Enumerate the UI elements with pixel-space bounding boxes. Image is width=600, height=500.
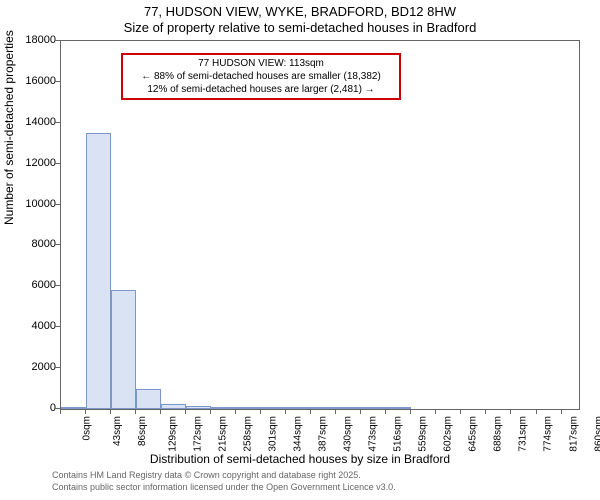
x-tick-label: 0sqm bbox=[81, 416, 92, 440]
chart-container: 77, HUDSON VIEW, WYKE, BRADFORD, BD12 8H… bbox=[0, 0, 600, 500]
x-tick-label: 215sqm bbox=[218, 416, 229, 452]
y-tick-label: 6000 bbox=[32, 279, 56, 291]
x-tick-mark bbox=[235, 409, 236, 414]
annotation-line-smaller: ← 88% of semi-detached houses are smalle… bbox=[127, 70, 395, 83]
x-tick-mark bbox=[561, 409, 562, 414]
histogram-bar bbox=[161, 404, 186, 409]
annotation-title: 77 HUDSON VIEW: 113sqm bbox=[127, 57, 395, 70]
x-tick-label: 516sqm bbox=[393, 416, 404, 452]
x-tick-label: 688sqm bbox=[493, 416, 504, 452]
y-axis-label: Number of semi-detached properties bbox=[2, 30, 16, 225]
x-tick-label: 731sqm bbox=[518, 416, 529, 452]
x-tick-mark bbox=[260, 409, 261, 414]
histogram-bar bbox=[336, 407, 361, 409]
x-tick-label: 860sqm bbox=[593, 416, 600, 452]
y-tick-label: 18000 bbox=[25, 34, 56, 46]
y-tick-label: 8000 bbox=[32, 238, 56, 250]
x-tick-mark bbox=[460, 409, 461, 414]
x-tick-mark bbox=[185, 409, 186, 414]
x-tick-mark bbox=[360, 409, 361, 414]
histogram-bar bbox=[61, 407, 86, 409]
x-tick-mark bbox=[160, 409, 161, 414]
y-tick-label: 2000 bbox=[32, 361, 56, 373]
x-tick-label: 172sqm bbox=[193, 416, 204, 452]
chart-title-main: 77, HUDSON VIEW, WYKE, BRADFORD, BD12 8H… bbox=[0, 4, 600, 19]
x-tick-label: 602sqm bbox=[443, 416, 454, 452]
annotation-line-larger: 12% of semi-detached houses are larger (… bbox=[127, 83, 395, 96]
credits-line-1: Contains HM Land Registry data © Crown c… bbox=[52, 470, 361, 480]
histogram-bar bbox=[136, 389, 161, 409]
x-tick-label: 473sqm bbox=[368, 416, 379, 452]
x-tick-mark bbox=[385, 409, 386, 414]
x-tick-label: 645sqm bbox=[468, 416, 479, 452]
y-tick-label: 10000 bbox=[25, 198, 56, 210]
y-tick-label: 14000 bbox=[25, 116, 56, 128]
histogram-bar bbox=[311, 407, 336, 409]
x-tick-mark bbox=[485, 409, 486, 414]
y-tick-label: 4000 bbox=[32, 320, 56, 332]
histogram-bar bbox=[361, 407, 386, 409]
x-tick-mark bbox=[85, 409, 86, 414]
x-tick-label: 559sqm bbox=[418, 416, 429, 452]
x-tick-label: 301sqm bbox=[268, 416, 279, 452]
annotation-box: 77 HUDSON VIEW: 113sqm ← 88% of semi-det… bbox=[121, 53, 401, 100]
plot-area: 77 HUDSON VIEW: 113sqm ← 88% of semi-det… bbox=[60, 40, 580, 410]
x-tick-label: 129sqm bbox=[168, 416, 179, 452]
histogram-bar bbox=[111, 290, 136, 409]
x-tick-mark bbox=[60, 409, 61, 414]
x-tick-mark bbox=[135, 409, 136, 414]
x-tick-label: 774sqm bbox=[543, 416, 554, 452]
credits-line-2: Contains public sector information licen… bbox=[52, 482, 396, 492]
x-tick-label: 43sqm bbox=[112, 416, 123, 446]
x-axis-label: Distribution of semi-detached houses by … bbox=[0, 452, 600, 466]
histogram-bar bbox=[286, 407, 311, 409]
x-tick-mark bbox=[210, 409, 211, 414]
x-tick-mark bbox=[310, 409, 311, 414]
histogram-bar bbox=[186, 406, 211, 409]
x-tick-mark bbox=[435, 409, 436, 414]
histogram-bar bbox=[261, 407, 286, 409]
x-tick-mark bbox=[110, 409, 111, 414]
x-tick-label: 817sqm bbox=[568, 416, 579, 452]
chart-title-sub: Size of property relative to semi-detach… bbox=[0, 20, 600, 35]
histogram-bar bbox=[386, 407, 411, 409]
x-tick-mark bbox=[285, 409, 286, 414]
histogram-bar bbox=[86, 133, 111, 409]
x-tick-label: 387sqm bbox=[318, 416, 329, 452]
x-tick-label: 430sqm bbox=[343, 416, 354, 452]
y-tick-label: 12000 bbox=[25, 157, 56, 169]
y-tick-label: 16000 bbox=[25, 75, 56, 87]
x-tick-mark bbox=[335, 409, 336, 414]
x-tick-mark bbox=[536, 409, 537, 414]
x-tick-label: 258sqm bbox=[243, 416, 254, 452]
x-tick-label: 86sqm bbox=[137, 416, 148, 446]
x-tick-label: 344sqm bbox=[293, 416, 304, 452]
x-tick-mark bbox=[510, 409, 511, 414]
histogram-bar bbox=[211, 407, 236, 409]
x-tick-mark bbox=[410, 409, 411, 414]
histogram-bar bbox=[236, 407, 261, 409]
